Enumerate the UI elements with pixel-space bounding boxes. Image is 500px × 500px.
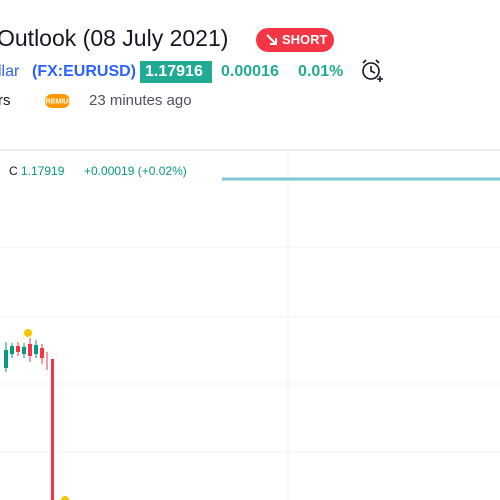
author-name[interactable]: rs [0, 92, 11, 109]
short-badge[interactable]: SHORT [256, 28, 334, 52]
alert-clock-icon[interactable] [362, 59, 383, 82]
down-arrow-icon [266, 34, 277, 45]
price: 1.17916 [145, 63, 203, 80]
chart-grid [0, 150, 500, 500]
legend-change: +0.00019 (+0.02%) [84, 164, 187, 178]
candles [4, 329, 69, 500]
legend-close-label: C [9, 164, 18, 178]
symbol-name[interactable]: llar [0, 63, 20, 80]
symbol-ticker[interactable]: (FX:EURUSD) [32, 63, 136, 80]
price-change-percent: 0.01% [298, 63, 343, 80]
price-box [140, 61, 212, 83]
legend-close-value: 1.17919 [21, 164, 65, 178]
premium-badge [45, 94, 70, 108]
badge-text: SHORT [282, 32, 328, 47]
idea-title: Outlook (08 July 2021) [0, 25, 228, 51]
badge-bg [256, 28, 334, 52]
premium-text: PREMIUM [41, 98, 74, 105]
publish-time: 23 minutes ago [89, 92, 192, 109]
price-change: 0.00016 [221, 63, 279, 80]
